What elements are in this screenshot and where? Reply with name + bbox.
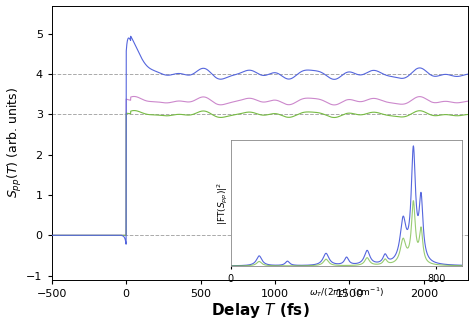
X-axis label: Delay $T$ (fs): Delay $T$ (fs): [211, 302, 310, 320]
Y-axis label: $S_{pp}(T)$ (arb. units): $S_{pp}(T)$ (arb. units): [6, 87, 24, 198]
